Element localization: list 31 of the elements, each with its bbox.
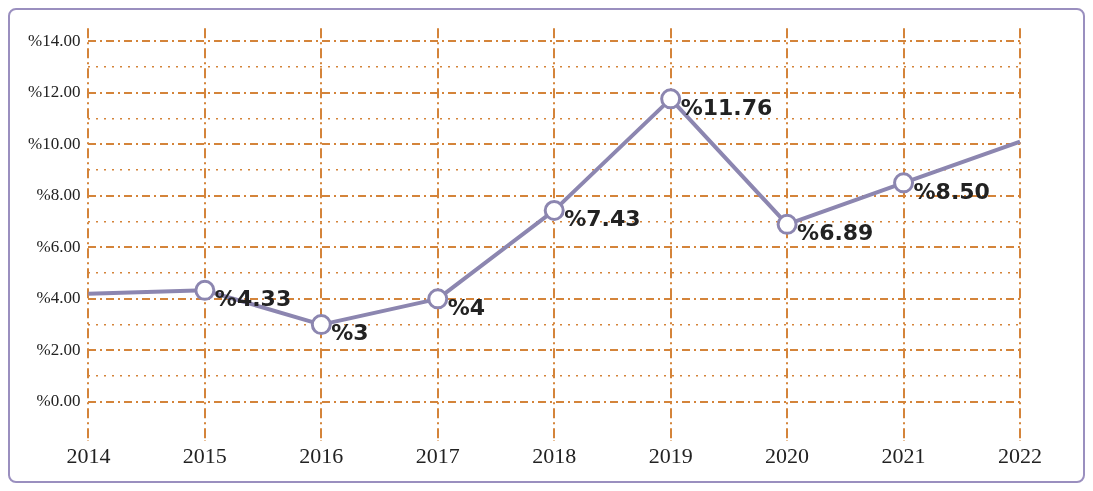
x-tick-label: 2022: [998, 442, 1042, 468]
x-tick-label: 2016: [299, 442, 344, 468]
x-tick-label: 2018: [532, 442, 577, 468]
y-tick-label: %14.00: [27, 30, 81, 50]
data-label: %4: [447, 294, 486, 320]
point: [310, 314, 332, 336]
data-label: %8.50: [913, 178, 990, 204]
point: [543, 199, 565, 221]
x-tick-label: 2017: [415, 442, 460, 468]
y-tick-label: %4.00: [36, 288, 81, 308]
point: [427, 288, 449, 310]
point: [194, 279, 216, 301]
data-label: %6.89: [797, 220, 874, 246]
x-tick-label: 2019: [648, 442, 693, 468]
x-tick-label: 2015: [182, 442, 227, 468]
data-label: %4.33: [214, 286, 292, 312]
y-tick-label: %8.00: [36, 185, 81, 205]
data-label: %7.43: [564, 206, 641, 232]
x-tick-label: 2021: [881, 442, 926, 468]
y-tick-label: %10.00: [27, 133, 81, 153]
y-tick-label: %2.00: [36, 339, 81, 359]
data-label: %3: [331, 320, 369, 346]
x-tick-label: 2014: [66, 442, 111, 468]
y-tick-label: %6.00: [36, 236, 81, 256]
point: [776, 213, 798, 235]
data-label: %11.76: [680, 94, 773, 120]
point: [893, 172, 915, 194]
y-tick-label: %0.00: [36, 391, 81, 411]
x-tick-label: 2020: [765, 442, 810, 468]
point: [660, 88, 682, 110]
y-tick-label: %12.00: [27, 82, 81, 102]
